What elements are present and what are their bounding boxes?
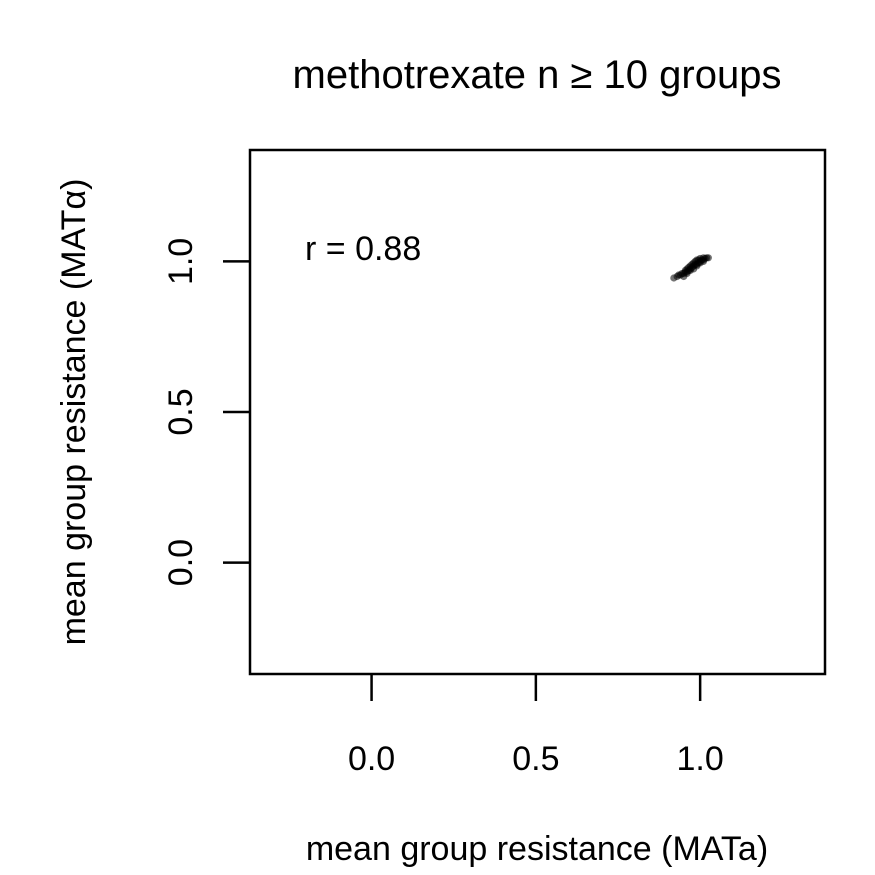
- x-tick-label: 1.0: [677, 740, 724, 778]
- x-axis-label: mean group resistance (MATa): [306, 830, 768, 868]
- chart-title: methotrexate n ≥ 10 groups: [293, 53, 782, 97]
- y-tick-label: 1.0: [162, 238, 200, 285]
- data-point: [699, 257, 708, 266]
- x-tick-label: 0.0: [348, 740, 395, 778]
- y-tick-label: 0.5: [162, 388, 200, 435]
- data-points: [670, 254, 712, 282]
- y-tick-label: 0.0: [162, 539, 200, 586]
- y-axis: 0.0 0.5 1.0: [162, 238, 250, 586]
- x-tick-label: 0.5: [512, 740, 559, 778]
- data-point: [704, 254, 712, 262]
- plot-frame: [248, 148, 827, 676]
- x-axis: 0.0 0.5 1.0: [348, 674, 724, 778]
- y-axis-label: mean group resistance (MATα): [55, 179, 93, 646]
- correlation-annotation: r = 0.88: [305, 230, 421, 268]
